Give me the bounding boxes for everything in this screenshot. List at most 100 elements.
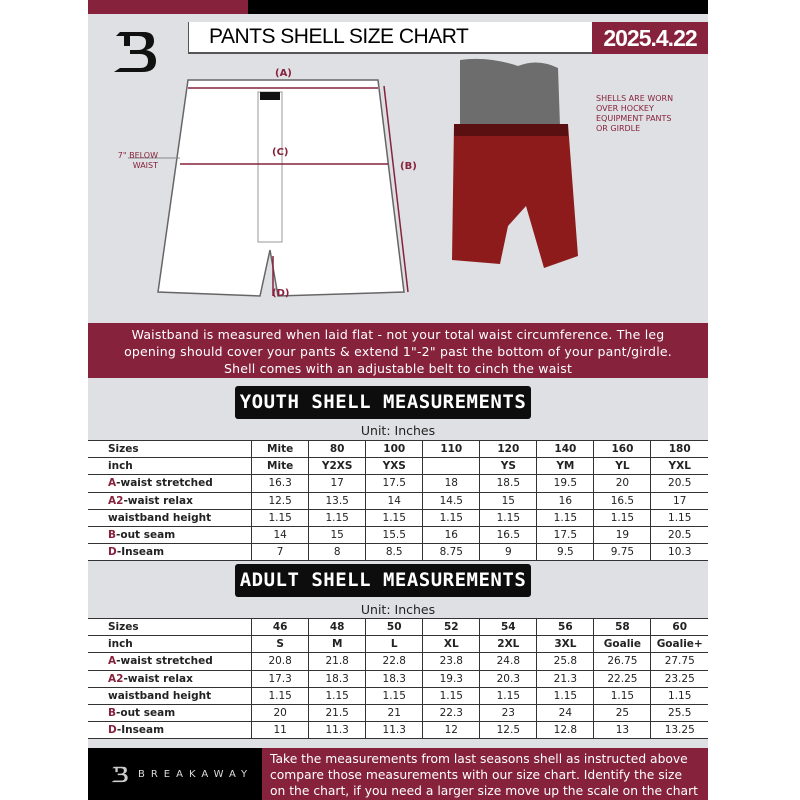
adult-size-table: Sizes 46 48 50 52 54 56 58 60 inch S M L XL 2XL 3XL Goal… (88, 617, 708, 740)
table-cell: 110 (422, 439, 480, 459)
table-cell: 1.15 (422, 509, 480, 527)
table-cell: 58 (593, 617, 651, 637)
page-title: PANTS SHELL SIZE CHART (188, 22, 592, 54)
table-cell: 13 (593, 721, 651, 740)
table-row: B-out seam 20 21.5 21 22.3 23 24 25 25.5 (88, 704, 708, 723)
table-cell: 22.25 (593, 670, 651, 688)
row-label-text: -out seam (116, 707, 176, 720)
row-label-text: -Inseam (116, 724, 165, 737)
table-cell: 19.5 (536, 474, 594, 493)
table-row: inch Mite Y2XS YXS YS YM YL YXL (88, 457, 708, 476)
row-label-text: waistband height (108, 511, 212, 524)
table-cell: YM (536, 457, 594, 476)
row-label-text: -Inseam (116, 546, 165, 559)
row-label: waistband height (88, 687, 252, 705)
measure-key: A2 (108, 494, 124, 507)
row-label: inch (88, 457, 252, 476)
table-cell: 180 (650, 439, 708, 459)
table-cell: 25.5 (650, 704, 708, 723)
table-cell: XL (422, 635, 480, 654)
table-cell (422, 457, 480, 476)
table-cell: 1.15 (251, 687, 309, 705)
table-row: A2-waist relax 12.5 13.5 14 14.5 15 16 16.5 17 (88, 492, 708, 510)
table-cell: M (308, 635, 366, 654)
table-cell: Mite (251, 439, 309, 459)
table-cell: 26.75 (593, 652, 651, 671)
table-cell: 7 (251, 543, 309, 562)
table-cell: 16.5 (593, 492, 651, 510)
table-cell: 120 (479, 439, 537, 459)
table-cell: 54 (479, 617, 537, 637)
table-cell: 52 (422, 617, 480, 637)
table-cell: 21.8 (308, 652, 366, 671)
table-cell: 1.15 (536, 509, 594, 527)
table-cell: 14 (251, 526, 309, 545)
row-label: D-Inseam (88, 721, 252, 740)
row-label: A-waist stretched (88, 474, 252, 493)
table-cell: YS (479, 457, 537, 476)
table-cell: 12.5 (251, 492, 309, 510)
row-label-text: inch (108, 460, 133, 473)
breakaway-logo-icon (114, 32, 156, 72)
table-cell: Goalie+ (650, 635, 708, 654)
table-cell: 1.15 (479, 687, 537, 705)
table-cell: 17 (650, 492, 708, 510)
table-cell: 21.5 (308, 704, 366, 723)
row-label-text: Sizes (108, 443, 139, 456)
table-cell: 22.8 (365, 652, 423, 671)
table-cell: 1.15 (422, 687, 480, 705)
table-cell: 50 (365, 617, 423, 637)
top-black-bar (248, 0, 708, 14)
table-cell: 13.5 (308, 492, 366, 510)
table-cell: Mite (251, 457, 309, 476)
table-cell: 1.15 (308, 509, 366, 527)
row-label-text: -out seam (116, 529, 176, 542)
row-label: waistband height (88, 509, 252, 527)
table-cell: 17.5 (536, 526, 594, 545)
row-label: Sizes (88, 617, 252, 637)
table-cell: 12 (422, 721, 480, 740)
table-cell: 18 (422, 474, 480, 493)
banner-line: opening should cover your pants & extend… (124, 344, 672, 359)
table-cell: 8.5 (365, 543, 423, 562)
diagram-area: (A) (C) (B) (D) 7" BELOW WAIST SHELLS AR… (88, 56, 708, 322)
table-cell: 18.3 (365, 670, 423, 688)
table-cell: 14 (365, 492, 423, 510)
row-label-text: -waist relax (123, 672, 193, 685)
footer-line: on the chart, if you need a larger size … (270, 784, 698, 798)
table-cell: 1.15 (650, 509, 708, 527)
row-label: A-waist stretched (88, 652, 252, 671)
table-cell: 15.5 (365, 526, 423, 545)
row-label-text: -waist stretched (116, 655, 213, 668)
table-cell: 8 (308, 543, 366, 562)
banner-line: Waistband is measured when laid flat - n… (131, 327, 665, 342)
measure-key: A (108, 477, 117, 490)
measure-key: D (108, 724, 117, 737)
table-cell: 11.3 (365, 721, 423, 740)
row-label-text: waistband height (108, 689, 212, 702)
table-row: waistband height 1.15 1.15 1.15 1.15 1.15 1.15… (88, 687, 708, 705)
youth-unit-label: Unit: Inches (360, 423, 436, 438)
row-label: B-out seam (88, 526, 252, 545)
photo-note: SHELLS ARE WORN OVER HOCKEY EQUIPMENT PA… (596, 94, 674, 133)
size-chart-page: PANTS SHELL SIZE CHART 2025.4.22 (A) (C)… (88, 0, 708, 800)
row-label: D-Inseam (88, 543, 252, 562)
table-cell: S (251, 635, 309, 654)
table-row: inch S M L XL 2XL 3XL Goalie Goalie+ (88, 635, 708, 654)
table-cell: YXL (650, 457, 708, 476)
row-label-text: Sizes (108, 621, 139, 634)
table-cell: 1.15 (251, 509, 309, 527)
table-cell: 17 (308, 474, 366, 493)
table-cell: 1.15 (593, 687, 651, 705)
table-cell: Goalie (593, 635, 651, 654)
table-cell: 27.75 (650, 652, 708, 671)
table-cell: 1.15 (365, 687, 423, 705)
youth-size-table: Sizes Mite 80 100 110 120 140 160 180 inch Mite Y2X… (88, 439, 708, 562)
table-cell: 18.3 (308, 670, 366, 688)
table-row: Sizes 46 48 50 52 54 56 58 60 (88, 617, 708, 637)
table-cell: 14.5 (422, 492, 480, 510)
table-cell: 3XL (536, 635, 594, 654)
table-cell: 22.3 (422, 704, 480, 723)
row-label-text: inch (108, 638, 133, 651)
table-cell: 1.15 (479, 509, 537, 527)
